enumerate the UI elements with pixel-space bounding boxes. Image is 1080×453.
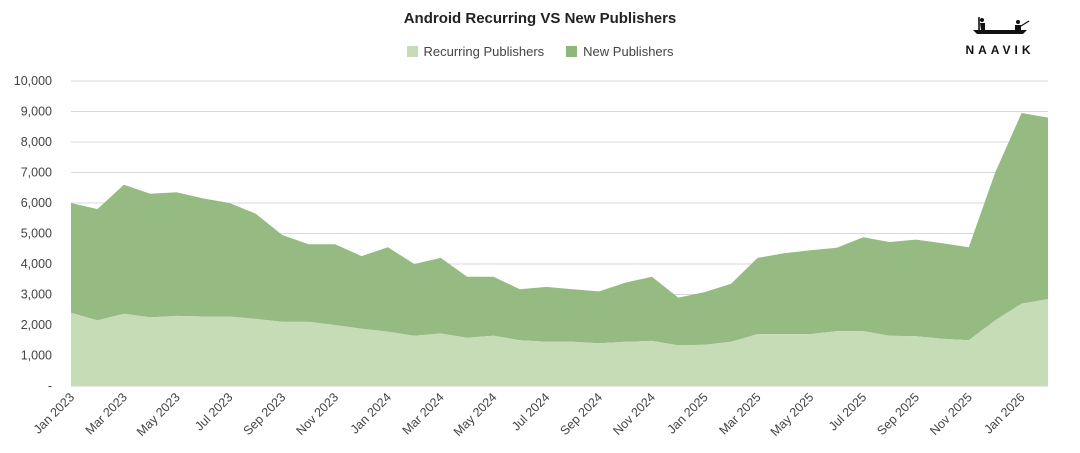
x-tick-label: Mar 2025 — [716, 390, 763, 437]
y-tick-label: 1,000 — [21, 349, 52, 363]
x-tick-label: Jan 2025 — [665, 390, 711, 436]
x-tick-label: Jan 2026 — [981, 390, 1027, 436]
area-new-publishers — [71, 113, 1048, 346]
legend-item-recurring: Recurring Publishers — [406, 44, 545, 59]
x-tick-label: May 2023 — [134, 390, 183, 439]
legend-swatch-recurring — [406, 46, 418, 57]
brand-name: NAAVIK — [965, 43, 1035, 57]
legend-swatch-new — [566, 46, 578, 57]
y-tick-label: 4,000 — [21, 257, 52, 271]
y-tick-label: 5,000 — [21, 227, 52, 241]
x-tick-label: Jul 2025 — [826, 390, 869, 433]
brand-logo: NAAVIK — [960, 14, 1040, 57]
y-tick-label: 7,000 — [21, 166, 52, 180]
chart-legend: Recurring Publishers New Publishers — [0, 44, 1080, 59]
y-tick-label: 6,000 — [21, 196, 52, 210]
x-tick-label: Jul 2023 — [192, 390, 235, 433]
legend-item-new: New Publishers — [566, 44, 674, 59]
y-tick-label: 2,000 — [21, 318, 52, 332]
boat-icon — [973, 17, 1030, 34]
x-tick-label: Mar 2024 — [400, 390, 447, 437]
x-tick-label: Nov 2024 — [610, 390, 658, 438]
x-tick-label: May 2025 — [768, 390, 817, 439]
y-tick-label: 9,000 — [21, 105, 52, 119]
legend-label-recurring: Recurring Publishers — [423, 44, 545, 59]
x-tick-label: May 2024 — [451, 390, 500, 439]
x-tick-label: Jul 2024 — [509, 390, 552, 433]
y-tick-label: - — [48, 379, 52, 393]
chart-title: Android Recurring VS New Publishers — [403, 10, 677, 27]
y-tick-label: 10,000 — [14, 74, 52, 88]
x-tick-label: Mar 2023 — [83, 390, 130, 437]
area-recurring-publishers — [71, 299, 1048, 386]
legend-label-new: New Publishers — [583, 44, 674, 59]
y-tick-label: 3,000 — [21, 288, 52, 302]
x-tick-label: Jan 2023 — [31, 390, 77, 436]
x-tick-label: Sep 2023 — [241, 390, 289, 438]
x-tick-label: Sep 2024 — [557, 390, 605, 438]
y-tick-label: 8,000 — [21, 135, 52, 149]
x-tick-label: Nov 2023 — [293, 390, 341, 438]
x-tick-label: Jan 2024 — [348, 390, 394, 436]
x-tick-label: Nov 2025 — [927, 390, 975, 438]
x-tick-label: Sep 2025 — [874, 390, 922, 438]
